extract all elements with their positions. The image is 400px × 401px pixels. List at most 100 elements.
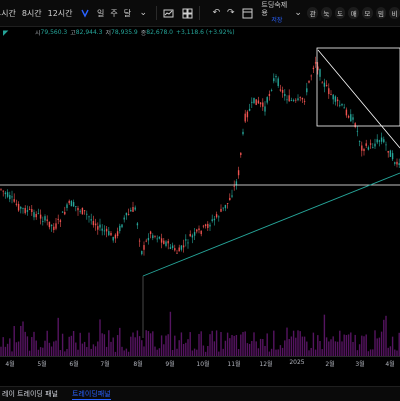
volume-bar (215, 330, 218, 356)
candle-body (185, 239, 187, 241)
candle-body (103, 230, 106, 232)
candle-body (330, 94, 332, 95)
period-week[interactable]: 주 (110, 8, 118, 18)
volume-bar (2, 337, 4, 356)
candle-body (215, 214, 218, 218)
volume-bar (0, 346, 2, 356)
period-day[interactable]: 일 (96, 8, 105, 18)
volume-bar (323, 314, 326, 356)
volume-bar (398, 332, 400, 356)
x-tick-label: 4월 (5, 361, 15, 368)
volume-bar (394, 349, 396, 356)
price-chart[interactable] (0, 38, 400, 356)
watchlist-button-4[interactable]: 매 (348, 7, 360, 19)
watchlist-button-5[interactable]: 모 (362, 7, 373, 19)
candle-body (356, 130, 359, 132)
redo-icon[interactable]: ↷ (226, 8, 235, 18)
interval-4h[interactable]: 4시간 (0, 8, 16, 18)
candle-body (136, 223, 139, 226)
interval-12h[interactable]: 12시간 (47, 8, 73, 18)
volume-bar (81, 343, 84, 356)
candle-body (9, 195, 11, 200)
volume-bar (354, 334, 356, 356)
candle-body (70, 201, 73, 207)
volume-bar (330, 339, 332, 356)
candle-body (288, 95, 290, 102)
volume-bar (37, 349, 40, 356)
candle-body (77, 207, 79, 211)
candle-body (31, 209, 33, 213)
volume-bar (358, 344, 361, 356)
volume-bar (149, 333, 152, 356)
layout-grid-icon[interactable] (181, 6, 193, 20)
volume-bar (11, 351, 13, 356)
candle-body (50, 224, 53, 226)
chevron-down-icon[interactable]: ⌄ (139, 8, 148, 18)
volume-bar (314, 349, 317, 356)
tab-trading-panel[interactable]: 트레이딩패널 (71, 389, 111, 400)
candle-body (145, 240, 147, 242)
volume-bar (288, 339, 290, 356)
time-axis[interactable]: 4월 5월 6월 7월 8월 9월 10월 11월 12월 2025 2월 3월 4월 (0, 356, 400, 369)
watchlist-button-6[interactable]: 밈 (375, 7, 387, 19)
period-month[interactable]: 달 (123, 8, 132, 18)
volume-bar (268, 351, 271, 356)
indicator-icon[interactable] (162, 6, 174, 20)
volume-bar (57, 317, 59, 356)
candle-body (248, 108, 251, 111)
candle-body (396, 161, 398, 165)
candle-body (83, 210, 86, 212)
candle-body (336, 99, 339, 102)
volume-bar (202, 345, 205, 356)
layout-name: 트딩숙제용 (261, 1, 288, 17)
volume-bar (297, 330, 299, 356)
candle-body (273, 78, 275, 82)
candle-body (182, 245, 185, 248)
candle-body (312, 67, 315, 70)
candle-body (385, 144, 387, 146)
volume-bar (299, 331, 301, 356)
layout-icon[interactable] (241, 6, 253, 20)
candle-body (160, 238, 163, 243)
volume-bar (158, 348, 161, 356)
volume-bar (275, 349, 277, 356)
candles-icon[interactable] (79, 6, 91, 20)
candle-body (240, 152, 242, 156)
undo-icon[interactable]: ↶ (212, 8, 221, 18)
watchlist-button-3[interactable]: 도 (334, 7, 346, 19)
volume-bar (134, 337, 136, 356)
candle-body (132, 207, 134, 212)
chevron-down-icon[interactable]: ⌄ (294, 8, 302, 18)
watchlist-button-1[interactable]: 관 (307, 7, 319, 19)
volume-bar (68, 336, 70, 356)
volume-bar (31, 337, 33, 356)
volume-bar (185, 342, 187, 356)
watchlist-button-2[interactable]: 눅 (321, 7, 332, 19)
volume-bar (336, 341, 339, 356)
candle-body (383, 139, 385, 143)
candle-body (328, 88, 330, 95)
volume-bar (22, 321, 24, 356)
candle-body (193, 232, 196, 236)
candle-body (167, 240, 169, 244)
layout-save[interactable]: 트딩숙제용 저장 (261, 1, 290, 25)
volume-bar (233, 335, 235, 356)
candle-body (105, 228, 108, 232)
watchlist-button-7[interactable]: 비 (389, 7, 400, 19)
volume-bar (380, 331, 383, 356)
volume-bar (114, 351, 117, 356)
volume-bar (235, 334, 238, 356)
candle-body (116, 231, 119, 237)
candle-body (251, 101, 253, 103)
volume-bar (174, 335, 176, 356)
volume-bar (374, 330, 376, 356)
x-tick-label: 7월 (100, 361, 110, 368)
candle-body (275, 75, 277, 78)
interval-8h[interactable]: 8시간 (21, 8, 42, 18)
volume-bar (251, 340, 253, 356)
volume-bar (127, 351, 130, 356)
volume-bar (204, 351, 207, 356)
candle-body (295, 99, 297, 101)
volume-bar (152, 331, 154, 356)
tab-trading-panel-left[interactable]: 레이 트레이딩 패널 (2, 390, 58, 398)
